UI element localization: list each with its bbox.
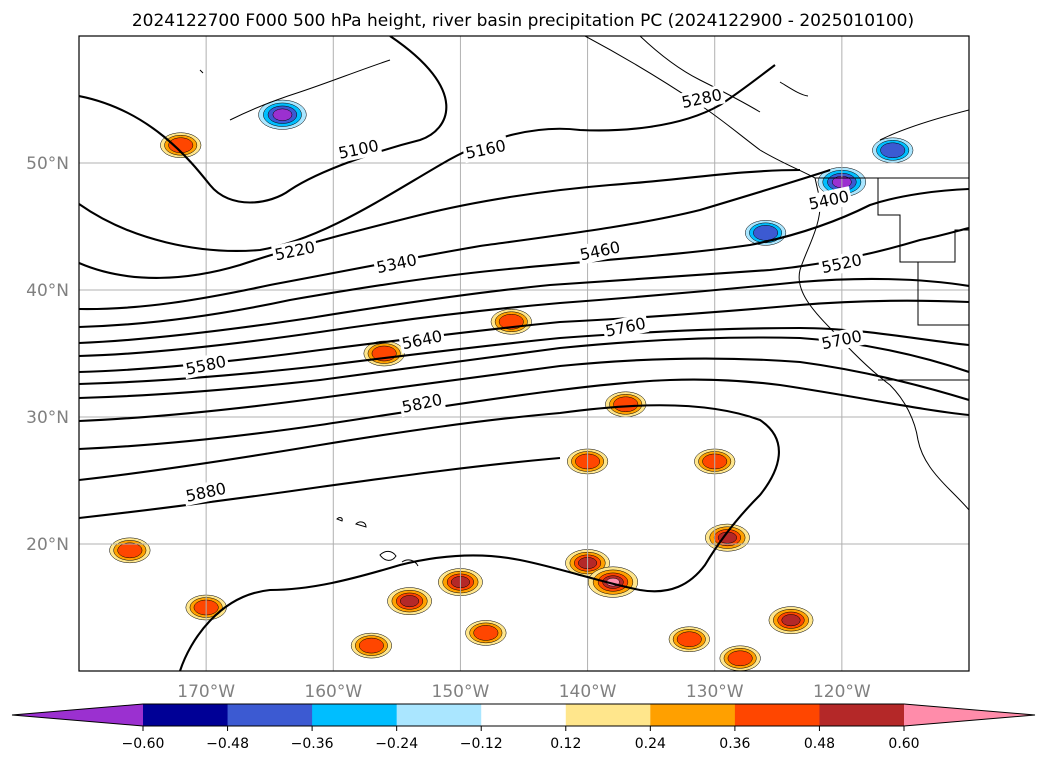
height-contours (79, 36, 969, 671)
precip-fill (753, 225, 779, 241)
precip-fill (676, 631, 702, 647)
contour-label-bg (817, 249, 866, 278)
colorbar-tick-label: −0.12 (460, 736, 503, 752)
contour-label-bg (805, 186, 853, 215)
precip-fill (880, 142, 906, 159)
precip-fill (781, 614, 801, 627)
colorbar-bin (565, 704, 651, 726)
colorbar-tick-label: 0.12 (550, 736, 581, 752)
colorbar-bin (734, 704, 820, 726)
precip-fill (358, 637, 384, 654)
precip-blob (490, 309, 532, 335)
precip-fill (117, 542, 143, 559)
y-tick-label: 50°N (26, 154, 69, 174)
precip-fill (400, 595, 420, 608)
contour-label-bg (576, 236, 624, 265)
colorbar-tick-label: −0.24 (375, 736, 418, 752)
precip-fill (272, 108, 293, 121)
x-tick-label: 130°W (686, 682, 744, 702)
colorbar-tick-label: −0.36 (291, 736, 334, 752)
contour-label-bg (461, 135, 510, 164)
x-tick-label: 120°W (813, 682, 871, 702)
colorbar-tick-label: −0.48 (206, 736, 249, 752)
map-frame (78, 35, 970, 672)
colorbar-bin (819, 704, 905, 726)
colorbar-extend-low (12, 704, 143, 726)
precip-fill (727, 650, 753, 667)
colorbar: −0.60 −0.48 −0.36 −0.24 −0.12 0.12 0.24 0.36 0.4… (11, 703, 1036, 752)
coastlines (199, 36, 969, 567)
precip-blob (258, 99, 307, 130)
contour-label-bg (677, 84, 726, 113)
precip-fill (473, 625, 499, 641)
contour-label-bg (334, 135, 383, 164)
colorbar-bin (396, 704, 482, 726)
precip-blob (109, 537, 151, 564)
precip-blob (605, 391, 647, 418)
colorbar-tick-label: 0.60 (888, 736, 919, 752)
precip-blob (668, 626, 710, 652)
x-axis-ticks: 170°W 160°W 150°W 140°W 130°W 120°W (177, 682, 871, 702)
contour-label-bg (271, 236, 319, 265)
colorbar-bin (312, 704, 398, 726)
y-tick-label: 40°N (26, 281, 69, 301)
colorbar-tick-label: 0.36 (719, 736, 750, 752)
x-tick-label: 150°W (432, 682, 490, 702)
contour-label-bg (182, 351, 230, 380)
colorbar-tick-label: 0.48 (804, 736, 835, 752)
precip-blob (719, 645, 761, 671)
precip-blob (768, 606, 814, 635)
precip-fill (613, 396, 639, 413)
precip-blob (465, 620, 507, 646)
contour-label-bg (817, 325, 866, 354)
precip-blob (350, 632, 392, 659)
contour-label-bg (398, 389, 446, 418)
x-tick-label: 170°W (177, 682, 235, 702)
chart-title: 2024122700 F000 500 hPa height, river ba… (132, 11, 914, 31)
precip-blob (705, 523, 750, 552)
colorbar-bin (481, 704, 567, 726)
colorbar-bin (143, 704, 229, 726)
contour-label-bg (372, 249, 421, 278)
y-tick-label: 20°N (26, 535, 69, 555)
colorbar-tick-label: 0.24 (635, 736, 666, 752)
precip-blob (387, 587, 432, 616)
contour-label-bg (182, 478, 230, 507)
colorbar-bin (650, 704, 736, 726)
precip-blob (160, 132, 202, 158)
y-axis-ticks: 20°N 30°N 40°N 50°N (26, 154, 69, 555)
contour-label-bg (398, 325, 446, 354)
contour-label-bg (601, 313, 650, 342)
precip-blob (872, 137, 914, 164)
x-tick-label: 160°W (304, 682, 362, 702)
precip-blob (587, 566, 639, 598)
y-tick-label: 30°N (26, 408, 69, 428)
colorbar-tick-label: −0.60 (122, 736, 165, 752)
colorbar-extend-high (904, 704, 1035, 726)
x-tick-label: 140°W (559, 682, 617, 702)
colorbar-bin (227, 704, 313, 726)
